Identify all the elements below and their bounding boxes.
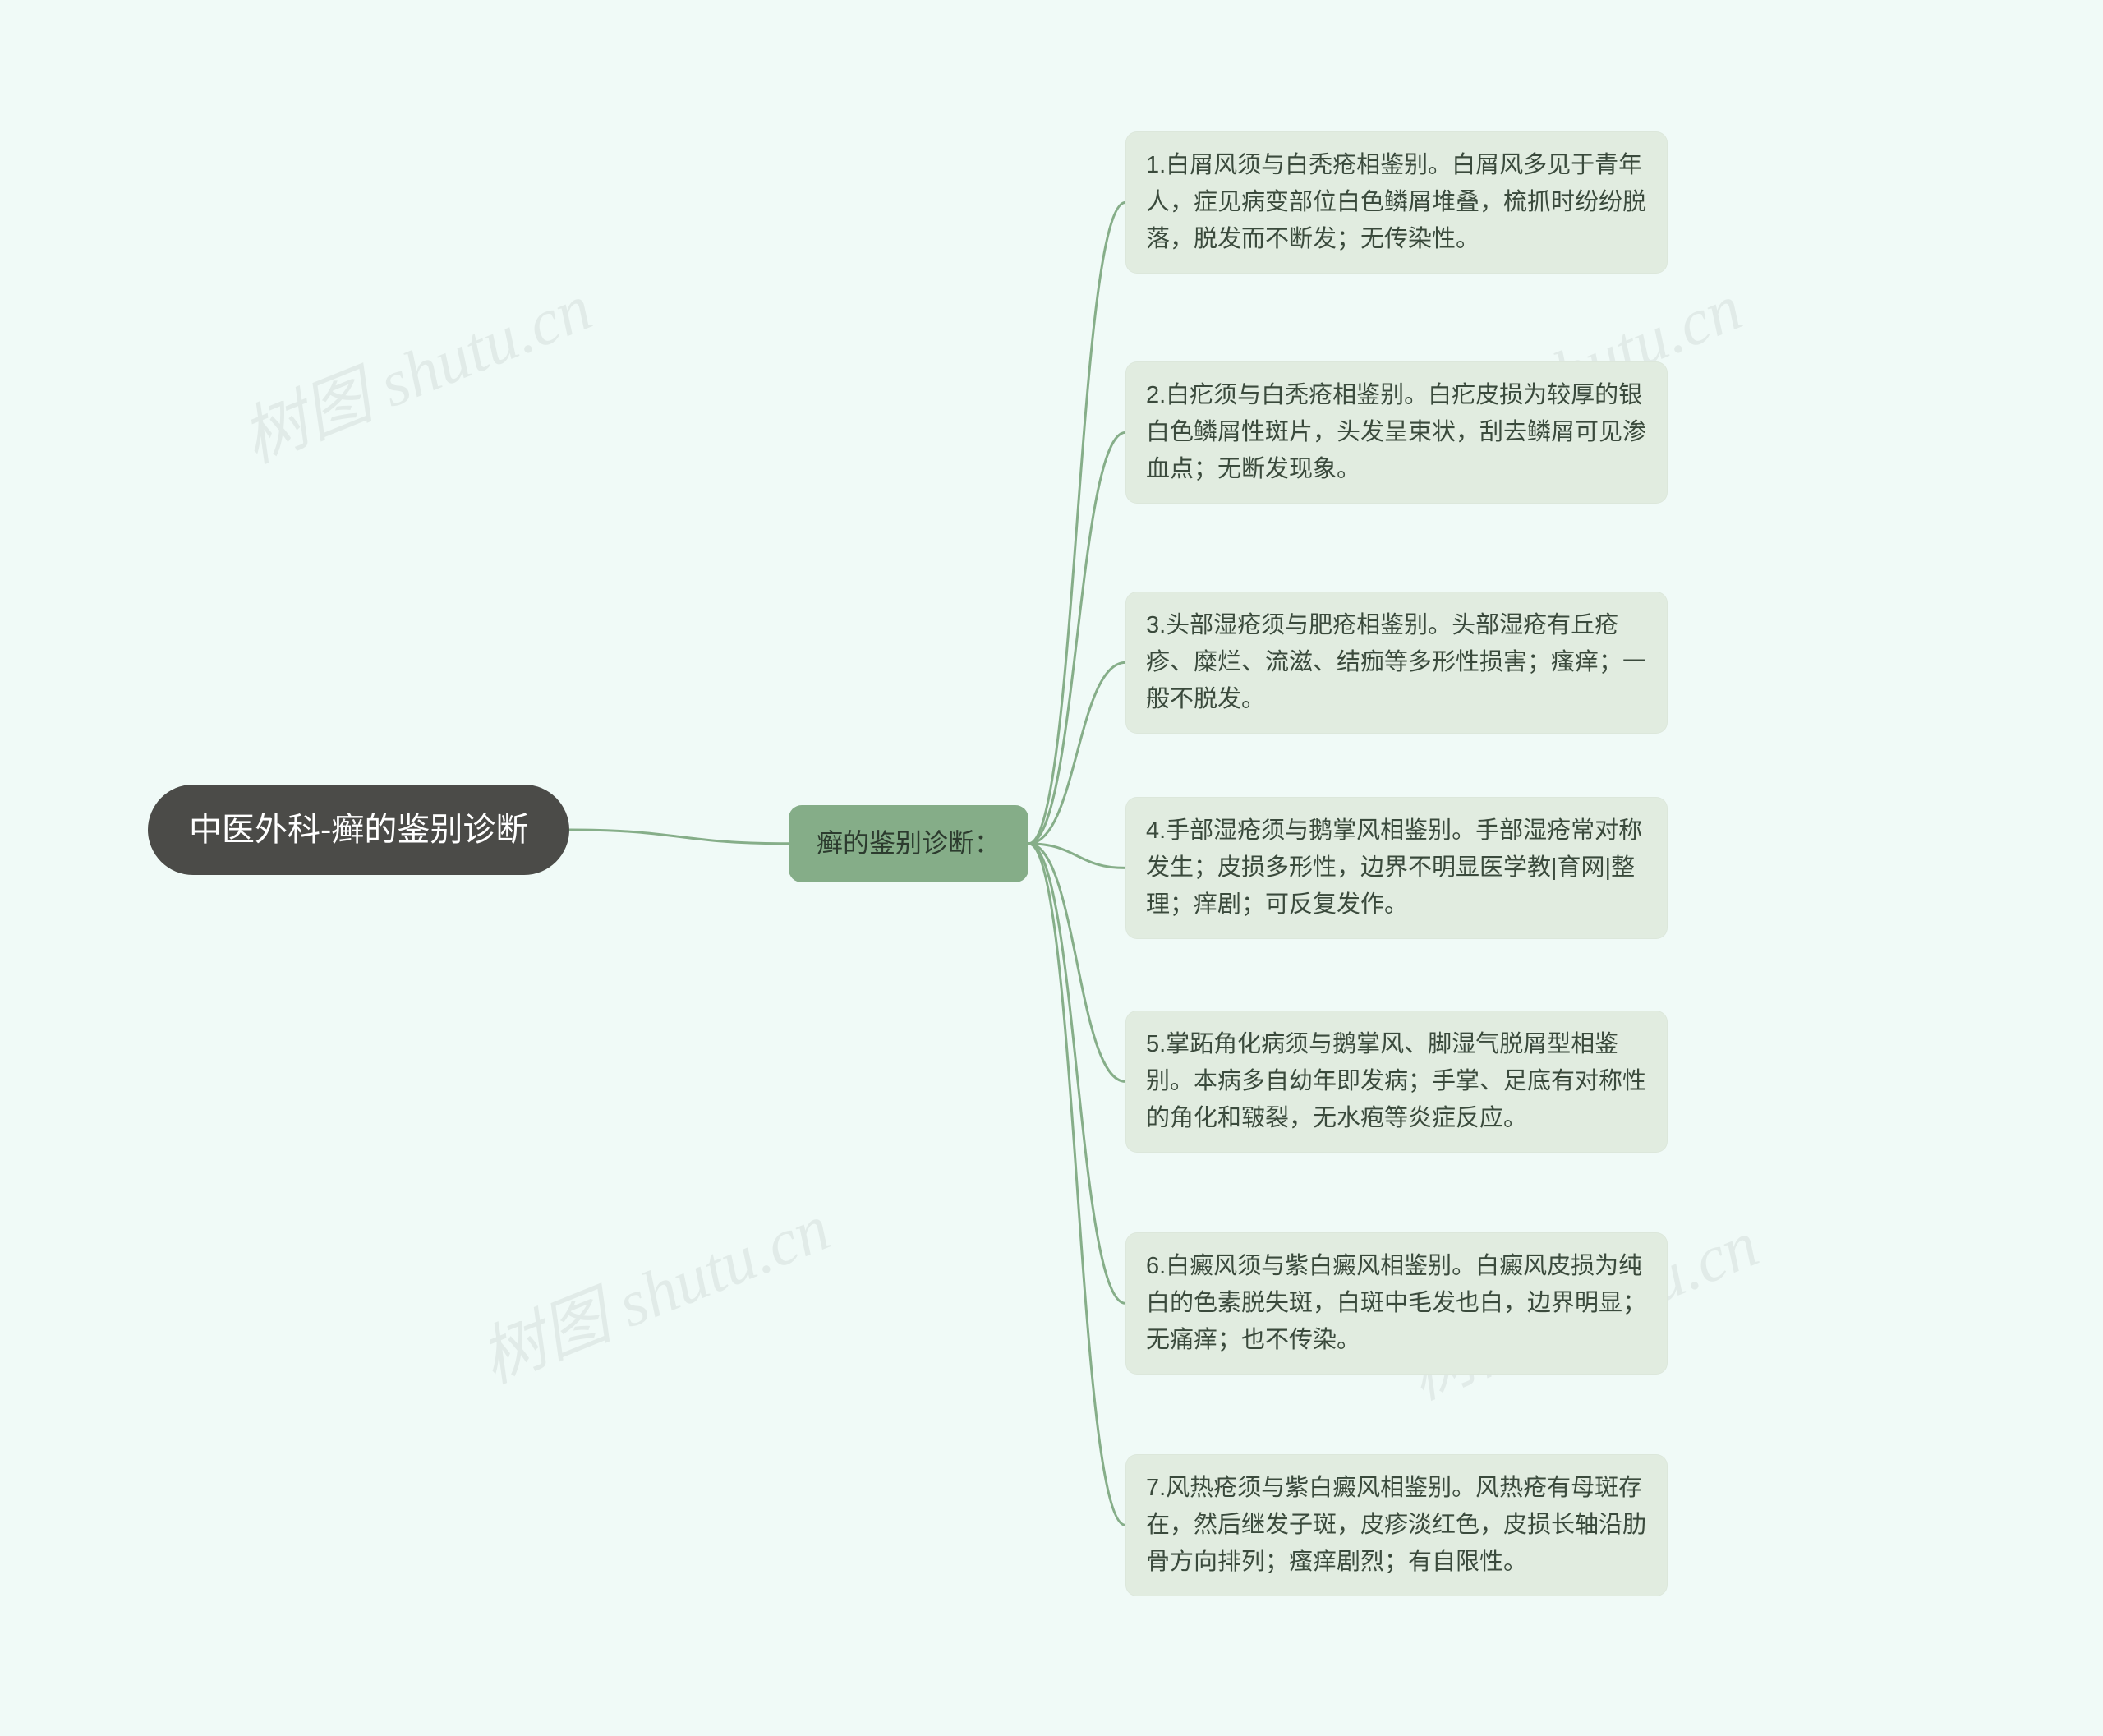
connector-line xyxy=(1028,844,1125,1082)
connector-line xyxy=(1028,844,1125,1304)
leaf-node[interactable]: 7.风热疮须与紫白癜风相鉴别。风热疮有母斑存在，然后继发子斑，皮疹淡红色，皮损长… xyxy=(1125,1454,1668,1596)
leaf-node[interactable]: 3.头部湿疮须与肥疮相鉴别。头部湿疮有丘疮疹、糜烂、流滋、结痂等多形性损害；瘙痒… xyxy=(1125,592,1668,734)
leaf-node[interactable]: 1.白屑风须与白秃疮相鉴别。白屑风多见于青年人，症见病变部位白色鳞屑堆叠，梳抓时… xyxy=(1125,131,1668,274)
connector-line xyxy=(569,830,789,844)
connector-line xyxy=(1028,432,1125,843)
mid-node[interactable]: 癣的鉴别诊断： xyxy=(789,805,1028,882)
leaf-node[interactable]: 6.白癜风须与紫白癜风相鉴别。白癜风皮损为纯白的色素脱失斑，白斑中毛发也白，边界… xyxy=(1125,1232,1668,1375)
leaf-node[interactable]: 4.手部湿疮须与鹅掌风相鉴别。手部湿疮常对称发生；皮损多形性，边界不明显医学教|… xyxy=(1125,797,1668,939)
connector-line xyxy=(1028,844,1125,1526)
connector-line xyxy=(1028,202,1125,843)
watermark: 树图 shutu.cn xyxy=(464,1175,842,1402)
watermark: 树图 shutu.cn xyxy=(226,255,604,481)
leaf-node[interactable]: 2.白疕须与白秃疮相鉴别。白疕皮损为较厚的银白色鳞屑性斑片，头发呈束状，刮去鳞屑… xyxy=(1125,361,1668,504)
leaf-node[interactable]: 5.掌跖角化病须与鹅掌风、脚湿气脱屑型相鉴别。本病多自幼年即发病；手掌、足底有对… xyxy=(1125,1011,1668,1153)
connector-line xyxy=(1028,844,1125,868)
root-node[interactable]: 中医外科-癣的鉴别诊断 xyxy=(148,785,569,875)
connector-line xyxy=(1028,662,1125,843)
mindmap-canvas: 树图 shutu.cn树图 shutu.cn树图 shutu.cn树图 shut… xyxy=(0,0,2103,1736)
